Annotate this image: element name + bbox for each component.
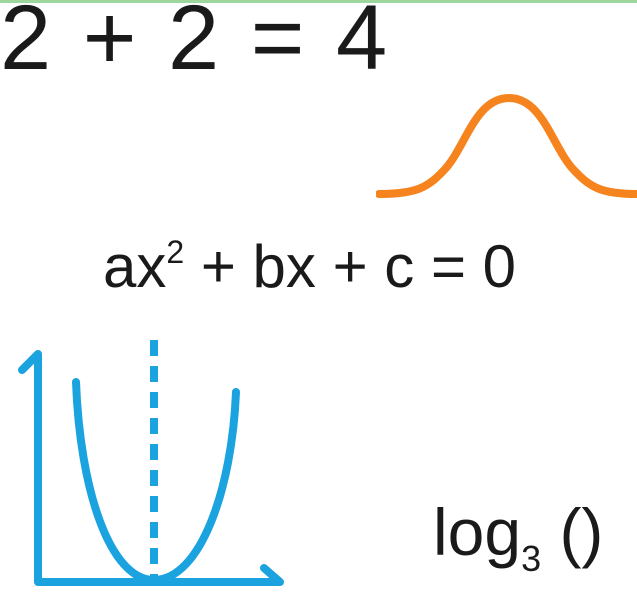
quadratic-term-a: ax xyxy=(103,233,167,300)
y-axis-arrow xyxy=(18,350,284,586)
equation-simple-text: 2 + 2 = 4 xyxy=(0,0,389,89)
quadratic-exponent: 2 xyxy=(166,234,185,270)
log-parens: () xyxy=(541,495,604,569)
bell-curve-line xyxy=(376,94,637,198)
quadratic-rest: + bx + c = 0 xyxy=(184,233,517,300)
equation-simple: 2 + 2 = 4 xyxy=(0,0,388,88)
equation-quadratic: ax2 + bx + c = 0 xyxy=(103,232,516,302)
bell-curve-icon xyxy=(376,94,637,198)
log-base-text: log xyxy=(433,495,522,569)
top-rule xyxy=(0,0,637,3)
log-subscript: 3 xyxy=(521,538,542,579)
parabola-graph-icon xyxy=(18,340,284,586)
log-label: log3 () xyxy=(433,492,604,577)
